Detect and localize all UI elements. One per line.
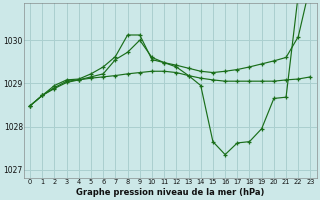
X-axis label: Graphe pression niveau de la mer (hPa): Graphe pression niveau de la mer (hPa) [76, 188, 264, 197]
